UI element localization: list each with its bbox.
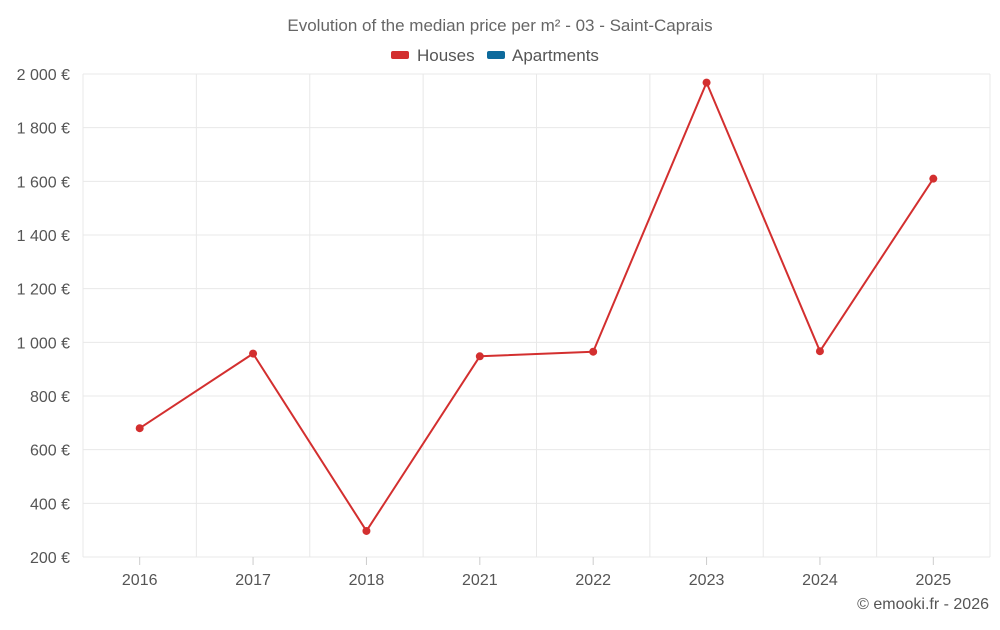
legend-swatch-apartments bbox=[487, 51, 505, 59]
x-tick-label: 2018 bbox=[349, 572, 385, 589]
y-tick-label: 1 400 € bbox=[17, 228, 70, 245]
legend: Houses Apartments bbox=[391, 46, 599, 65]
x-tick-label: 2021 bbox=[462, 572, 498, 589]
x-tick-label: 2017 bbox=[235, 572, 271, 589]
x-tick-label: 2022 bbox=[575, 572, 611, 589]
series-houses bbox=[135, 78, 938, 535]
y-tick-label: 1 600 € bbox=[17, 174, 70, 191]
y-tick-label: 200 € bbox=[30, 550, 70, 567]
y-tick-label: 600 € bbox=[30, 443, 70, 460]
y-tick-label: 2 000 € bbox=[17, 67, 70, 84]
credit-text: © emooki.fr - 2026 bbox=[857, 596, 989, 613]
data-point-houses[interactable] bbox=[475, 352, 484, 361]
legend-item-houses[interactable]: Houses bbox=[391, 46, 475, 65]
x-axis: 2016 2017 2018 2021 2022 2023 2024 2025 bbox=[122, 557, 951, 589]
chart-title: Evolution of the median price per m² - 0… bbox=[287, 16, 712, 35]
y-tick-label: 1 800 € bbox=[17, 121, 70, 138]
y-tick-label: 1 200 € bbox=[17, 282, 70, 299]
y-tick-label: 800 € bbox=[30, 389, 70, 406]
y-tick-label: 1 000 € bbox=[17, 335, 70, 352]
x-tick-label: 2024 bbox=[802, 572, 838, 589]
legend-label-apartments: Apartments bbox=[512, 46, 599, 65]
data-point-houses[interactable] bbox=[815, 347, 824, 356]
y-tick-label: 400 € bbox=[30, 496, 70, 513]
data-point-houses[interactable] bbox=[249, 349, 258, 358]
data-point-houses[interactable] bbox=[702, 78, 711, 87]
data-point-houses[interactable] bbox=[589, 347, 598, 356]
legend-item-apartments[interactable]: Apartments bbox=[487, 46, 599, 65]
legend-swatch-houses bbox=[391, 51, 409, 59]
data-point-houses[interactable] bbox=[135, 424, 144, 433]
grid bbox=[82, 73, 991, 558]
y-axis: 200 € 400 € 600 € 800 € 1 000 € 1 200 € 1 400 … bbox=[17, 67, 70, 567]
data-point-houses[interactable] bbox=[929, 174, 938, 183]
x-tick-label: 2025 bbox=[916, 572, 952, 589]
data-point-houses[interactable] bbox=[362, 526, 371, 535]
series-line-houses bbox=[139, 81, 935, 532]
x-tick-label: 2023 bbox=[689, 572, 725, 589]
x-tick-label: 2016 bbox=[122, 572, 158, 589]
legend-label-houses: Houses bbox=[417, 46, 475, 65]
